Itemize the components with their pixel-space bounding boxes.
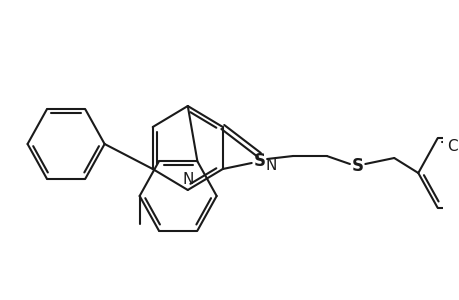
Text: S: S bbox=[253, 152, 265, 170]
Text: N: N bbox=[182, 172, 193, 188]
Text: N: N bbox=[265, 158, 276, 172]
Text: S: S bbox=[351, 157, 363, 175]
Text: Cl: Cl bbox=[447, 139, 459, 154]
